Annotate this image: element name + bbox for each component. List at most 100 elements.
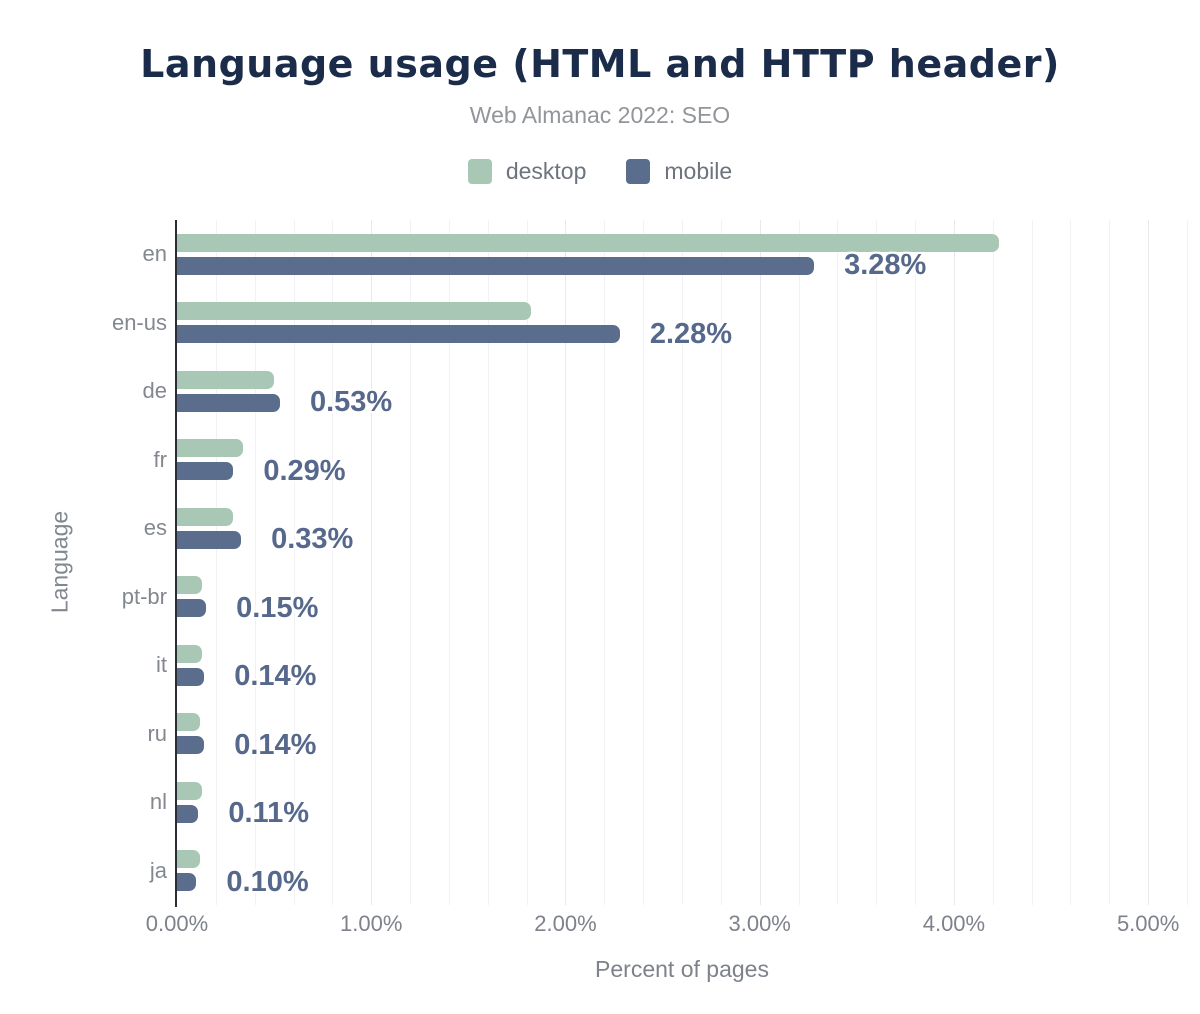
category-label: es xyxy=(143,515,167,541)
chart-row-it: it 0.14% xyxy=(156,631,1187,700)
gridline-minor xyxy=(992,220,994,905)
x-tick-label: 3.00% xyxy=(728,911,791,936)
category-label: de xyxy=(142,378,167,404)
x-axis-ticks: 0.00% 1.00% 2.00% 3.00% 4.00% 5.00% xyxy=(146,911,1187,941)
desktop-bar-line xyxy=(177,507,1187,526)
bar-desktop-en-us xyxy=(177,302,531,321)
gridline-minor xyxy=(1109,220,1111,905)
category-label: en-us xyxy=(111,309,167,335)
chart-row-pt-br: pt-br 0.15% xyxy=(122,563,1187,632)
bar-mobile-en xyxy=(177,256,815,275)
bar-desktop-en xyxy=(177,233,999,252)
value-label-en: 3.28% xyxy=(844,249,927,282)
category-label: it xyxy=(156,652,167,678)
mobile-bar-line: 0.14% xyxy=(177,730,1187,759)
gridline-minor xyxy=(837,220,839,905)
gridline-major xyxy=(759,220,761,905)
bar-desktop-it xyxy=(177,644,203,663)
legend-label: desktop xyxy=(505,158,587,184)
x-tick-label: 2.00% xyxy=(534,911,597,936)
category-label: en xyxy=(142,241,167,267)
value-label-en-us: 2.28% xyxy=(649,317,733,350)
bar-mobile-nl xyxy=(177,804,199,823)
mobile-bar-line: 0.53% xyxy=(177,388,1187,417)
legend-swatch-desktop xyxy=(467,159,492,184)
legend-label: mobile xyxy=(664,158,733,184)
value-label-nl: 0.11% xyxy=(228,797,309,830)
bar-mobile-pt-br xyxy=(177,599,207,618)
category-label: fr xyxy=(153,446,167,472)
gridline-minor xyxy=(526,220,528,905)
mobile-bar-line: 0.11% xyxy=(177,799,1187,828)
gridline-minor xyxy=(1070,220,1072,905)
desktop-bar-line xyxy=(177,576,1187,595)
chart-title: Language usage (HTML and HTTP header) xyxy=(140,42,1060,86)
category-label: ru xyxy=(147,720,167,746)
gridline-minor xyxy=(915,220,917,905)
x-tick-label: 4.00% xyxy=(922,911,986,936)
bar-mobile-es xyxy=(177,530,242,549)
mobile-bar-line: 0.14% xyxy=(177,662,1187,691)
gridline-minor xyxy=(410,220,412,905)
legend: desktop mobile xyxy=(0,158,1200,185)
mobile-bar-line: 3.28% xyxy=(177,251,1187,280)
gridline-minor xyxy=(254,220,256,905)
chart-row-nl: nl 0.11% xyxy=(150,768,1187,837)
value-label-it: 0.14% xyxy=(234,660,317,693)
chart-subtitle: Web Almanac 2022: SEO xyxy=(469,102,731,128)
legend-item-mobile: mobile xyxy=(626,158,732,185)
desktop-bar-line xyxy=(177,370,1187,389)
gridline-minor xyxy=(604,220,606,905)
chart-row-ru: ru 0.14% xyxy=(147,700,1187,769)
category-label: nl xyxy=(149,789,167,815)
desktop-bar-line xyxy=(177,781,1187,800)
x-axis-title: Percent of pages xyxy=(595,956,769,982)
y-axis-title: Language xyxy=(46,510,73,614)
bar-desktop-de xyxy=(177,370,275,389)
gridline-major xyxy=(1148,220,1150,905)
category-label: ja xyxy=(149,857,167,883)
bar-mobile-en-us xyxy=(177,325,620,344)
gridline-minor xyxy=(293,220,295,905)
chart-row-ja: ja 0.10% xyxy=(150,837,1187,906)
chart-row-es: es 0.33% xyxy=(144,494,1187,563)
gridline-minor xyxy=(643,220,645,905)
gridline-minor xyxy=(798,220,800,905)
value-label-pt-br: 0.15% xyxy=(236,591,319,624)
bar-mobile-fr xyxy=(177,462,234,481)
x-tick-label: 1.00% xyxy=(340,911,403,936)
value-label-es: 0.33% xyxy=(271,523,354,556)
bar-mobile-it xyxy=(177,667,205,686)
desktop-bar-line xyxy=(177,644,1187,663)
x-tick-label: 0.00% xyxy=(145,911,209,936)
desktop-bar-line xyxy=(177,713,1187,732)
gridline-minor xyxy=(448,220,450,905)
mobile-bar-line: 0.10% xyxy=(177,867,1187,896)
y-axis-line xyxy=(175,220,177,907)
value-label-ja: 0.10% xyxy=(226,865,309,898)
bar-desktop-pt-br xyxy=(177,576,203,595)
mobile-bar-line: 0.33% xyxy=(177,525,1187,554)
gridline-minor xyxy=(1031,220,1033,905)
gridline-minor xyxy=(215,220,217,905)
desktop-bar-line xyxy=(177,302,1187,321)
bar-desktop-ru xyxy=(177,713,201,732)
desktop-bar-line xyxy=(177,850,1187,869)
chart-row-de: de 0.53% xyxy=(143,357,1187,426)
gridline-major xyxy=(371,220,373,905)
chart-row-en-us: en-us 2.28% xyxy=(112,289,1187,358)
chart-row-en: en 3.28% xyxy=(143,220,1187,289)
gridline-minor xyxy=(332,220,334,905)
mobile-bar-line: 2.28% xyxy=(177,319,1187,348)
legend-item-desktop: desktop xyxy=(467,158,587,185)
bar-mobile-ja xyxy=(177,873,197,892)
value-label-de: 0.53% xyxy=(309,386,393,419)
desktop-bar-line xyxy=(177,439,1187,458)
gridline-major xyxy=(565,220,567,905)
plot-area: en 3.28% en-us 2.28% de 0.53% fr 0.29% es 0.33% pt… xyxy=(112,220,1188,907)
value-label-ru: 0.14% xyxy=(234,728,317,761)
legend-swatch-mobile xyxy=(626,159,651,184)
bar-desktop-fr xyxy=(177,439,244,458)
bar-mobile-de xyxy=(177,393,280,412)
